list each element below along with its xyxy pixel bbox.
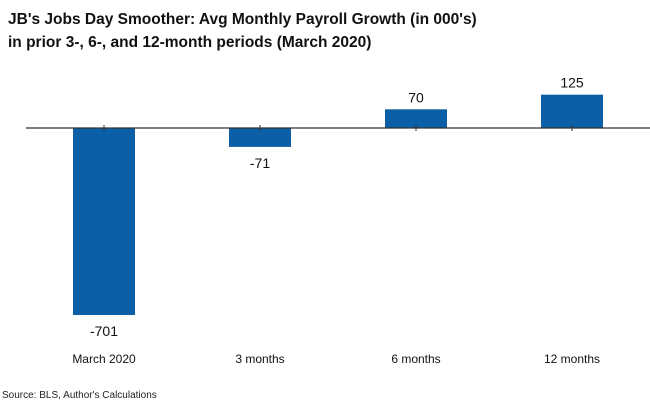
x-tick-label: March 2020 xyxy=(72,352,136,366)
bar xyxy=(385,109,447,128)
source-note: Source: BLS, Author's Calculations xyxy=(2,390,157,401)
data-label: -701 xyxy=(90,323,118,339)
bar xyxy=(73,128,135,315)
chart-title-line-1: JB's Jobs Day Smoother: Avg Monthly Payr… xyxy=(8,11,477,28)
x-tick-label: 3 months xyxy=(235,352,284,366)
data-label: 70 xyxy=(408,89,424,105)
data-label: -71 xyxy=(250,155,270,171)
chart-title: JB's Jobs Day Smoother: Avg Monthly Payr… xyxy=(8,8,644,54)
bar xyxy=(229,128,291,147)
data-label: 125 xyxy=(560,75,584,91)
x-tick-label: 12 months xyxy=(544,352,600,366)
chart-title-line-2: in prior 3-, 6-, and 12-month periods (M… xyxy=(8,34,372,51)
x-tick-label: 6 months xyxy=(391,352,440,366)
bar xyxy=(541,94,603,128)
